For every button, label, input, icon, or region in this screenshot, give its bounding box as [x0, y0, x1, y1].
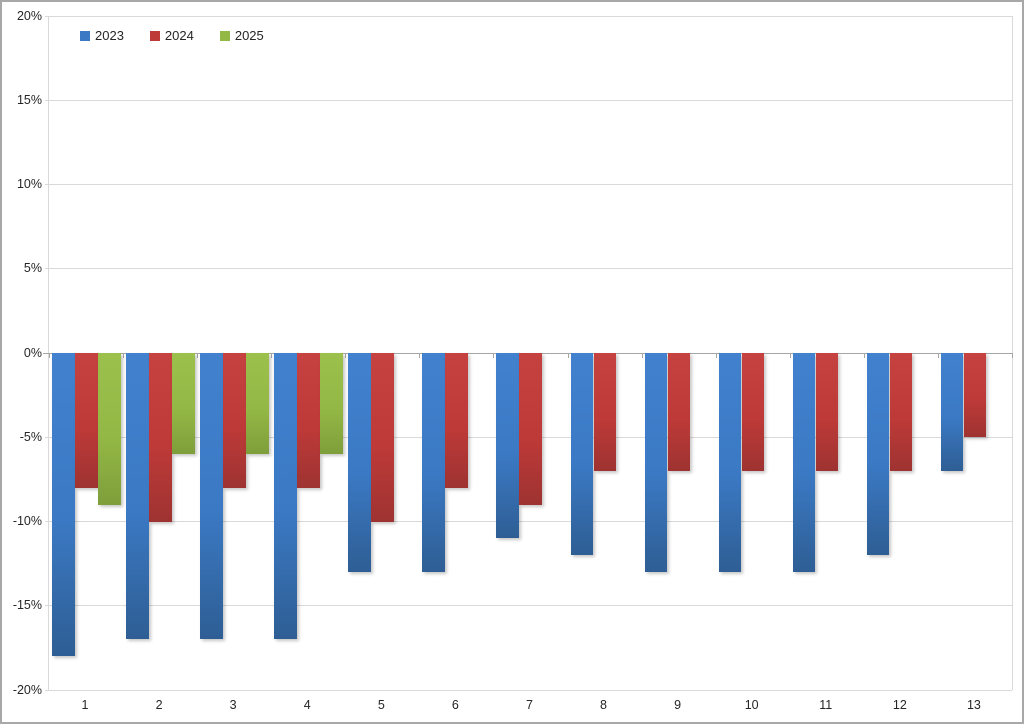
y-tick-label-15%: 15% [16, 92, 42, 107]
y-tick-label--5%: -5% [19, 429, 42, 444]
bar-2023-cat-4 [274, 353, 297, 640]
x-tick-label-5: 5 [377, 698, 385, 712]
gridline-20% [45, 15, 1012, 17]
bar-2025-cat-3 [246, 353, 269, 455]
zero-axis-tick-4 [345, 353, 346, 358]
x-tick-label-4: 4 [303, 698, 311, 712]
legend-swatch-2025-icon [219, 30, 230, 41]
bar-2023-cat-11 [792, 353, 816, 573]
legend-label-2024: 2024 [164, 28, 194, 43]
legend-swatch-2023-icon [80, 30, 90, 41]
gridline--15% [45, 605, 1012, 607]
bar-2024-cat-13 [963, 353, 987, 438]
zero-axis-tick-7 [568, 353, 569, 358]
bar-2023-cat-5 [348, 353, 371, 573]
gridline--10% [45, 521, 1012, 522]
bar-2024-cat-8 [593, 353, 617, 471]
y-tick-label--20%: -20% [12, 682, 42, 697]
zero-axis-tick-0 [49, 353, 50, 358]
bar-2024-cat-12 [889, 353, 913, 471]
bar-2023-cat-13 [940, 353, 964, 471]
x-tick-label-13: 13 [966, 698, 981, 712]
zero-axis-tick-11 [864, 353, 865, 358]
x-tick-label-3: 3 [229, 698, 237, 712]
x-tick-label-10: 10 [744, 698, 759, 712]
bar-2023-cat-2 [126, 353, 149, 640]
gridline-10% [45, 184, 1012, 185]
y-tick-label-10%: 10% [16, 177, 42, 191]
x-tick-label-9: 9 [674, 698, 682, 712]
y-tick-label-20%: 20% [16, 8, 42, 23]
bar-2024-cat-6 [445, 353, 468, 488]
zero-axis-tick-3 [271, 353, 272, 358]
zero-axis-tick-12 [938, 353, 939, 358]
gridline--20% [45, 689, 1012, 691]
bar-2024-cat-7 [519, 353, 542, 505]
y-tick-label-5%: 5% [23, 261, 42, 276]
legend-entry-2023: 2023 [80, 28, 124, 43]
chart-legend: 2023 2024 2025 [80, 28, 264, 43]
bar-2024-cat-11 [815, 353, 839, 471]
zero-axis-tick-9 [716, 353, 717, 358]
x-tick-label-11: 11 [819, 698, 833, 712]
bar-2024-cat-1 [75, 353, 98, 488]
x-tick-label-12: 12 [892, 698, 907, 712]
bar-2024-cat-2 [149, 353, 172, 522]
zero-axis-tick-10 [790, 353, 791, 358]
zero-axis-tick-1 [123, 353, 124, 358]
y-tick-label--10%: -10% [12, 514, 42, 528]
bar-2024-cat-5 [371, 353, 394, 522]
bar-2023-cat-8 [570, 353, 594, 556]
zero-axis-tick-5 [419, 353, 420, 358]
bar-2023-cat-9 [644, 353, 668, 573]
bar-2025-cat-2 [172, 353, 195, 455]
legend-label-2025: 2025 [234, 28, 264, 43]
x-tick-label-1: 1 [81, 698, 89, 712]
legend-swatch-2024-icon [149, 30, 160, 41]
bar-2023-cat-3 [200, 353, 223, 640]
plot-area [43, 15, 1013, 691]
gridline-15% [45, 99, 1012, 101]
y-tick-label--15%: -15% [12, 598, 42, 613]
x-tick-label-7: 7 [525, 698, 533, 712]
zero-axis-tick-6 [493, 353, 494, 358]
legend-entry-2024: 2024 [149, 28, 194, 43]
y-tick-label-0%: 0% [23, 345, 42, 360]
legend-entry-2025: 2025 [219, 28, 264, 43]
legend-label-2023: 2023 [95, 28, 124, 43]
bar-2023-cat-12 [866, 353, 890, 556]
bar-2024-cat-4 [297, 353, 320, 488]
bar-2023-cat-7 [496, 353, 519, 539]
bar-2023-cat-10 [718, 353, 742, 573]
x-tick-label-8: 8 [600, 698, 607, 712]
zero-axis-tick-13 [1012, 353, 1013, 358]
x-tick-label-2: 2 [155, 698, 163, 712]
bar-2024-cat-9 [667, 353, 691, 471]
bar-2024-cat-10 [741, 353, 765, 471]
bar-2025-cat-1 [98, 353, 121, 505]
zero-axis-tick-2 [197, 353, 198, 358]
bar-2025-cat-4 [320, 353, 343, 455]
bar-2023-cat-1 [52, 353, 75, 657]
x-tick-label-6: 6 [451, 698, 459, 712]
bar-2024-cat-3 [223, 353, 246, 488]
zero-axis-tick-8 [642, 353, 643, 358]
gridline-5% [45, 268, 1012, 270]
bar-2023-cat-6 [422, 353, 445, 573]
